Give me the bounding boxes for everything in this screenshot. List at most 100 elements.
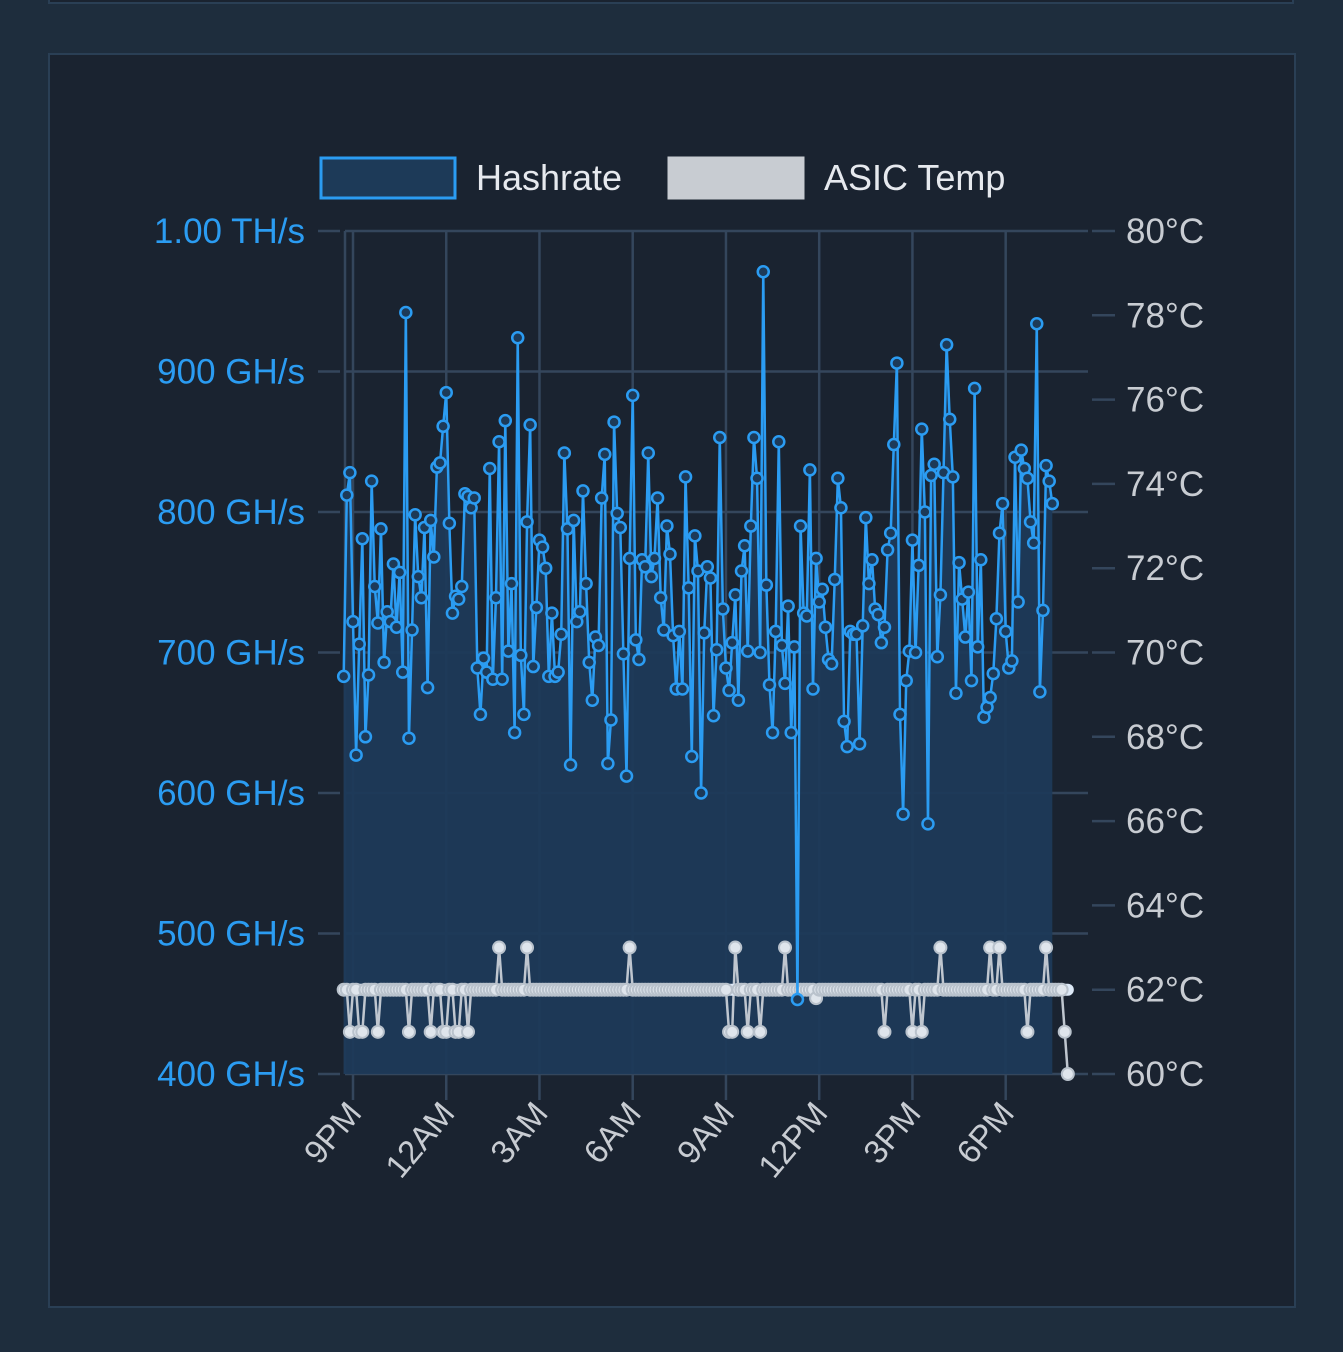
hashrate-point [358, 730, 373, 744]
legend-label: ASIC Temp [824, 157, 1005, 198]
hashrate-point [1030, 316, 1044, 331]
asic-temp-point [1057, 1024, 1072, 1039]
hashrate-point [740, 644, 755, 658]
hashrate-point [883, 526, 898, 540]
y-right-tick-label: 70°C [1126, 634, 1204, 673]
y-left-tick-label: 800 GH/s [157, 493, 305, 532]
hashrate-point [793, 519, 808, 533]
hashrate-point [933, 588, 948, 602]
hashrate-point [992, 526, 1007, 540]
hashrate-point [573, 605, 587, 619]
hashrate-point [601, 756, 615, 771]
hashrate-point [445, 606, 460, 620]
hashrate-point [408, 508, 422, 522]
hashrate-point [545, 606, 559, 620]
y-right-tick-label: 78°C [1126, 296, 1204, 335]
hashrate-point [566, 513, 581, 528]
hashrate-point [834, 501, 848, 515]
hashrate-point [862, 576, 876, 591]
asic-temp-point [728, 940, 743, 955]
hashrate-point [806, 682, 820, 696]
hashrate-point [594, 491, 609, 505]
hashrate-point [653, 590, 668, 605]
hashrate-point [927, 457, 941, 471]
hashrate-point [423, 513, 438, 528]
asic-temp-point [740, 1024, 755, 1039]
y-left-tick-label: 900 GH/s [157, 353, 305, 392]
hashrate-point [563, 758, 578, 772]
hashrate-point [949, 686, 963, 700]
hashrate-point [613, 520, 628, 535]
hashrate-point [346, 614, 360, 629]
hashrate-point [905, 533, 920, 547]
hashrate-point [784, 725, 798, 740]
hashrate-point [989, 612, 1004, 626]
hashrate-point [638, 560, 652, 574]
hashrate-point [1033, 685, 1047, 699]
hashrate-point [349, 748, 363, 762]
hashrate-point [535, 540, 550, 554]
hashrate-point [644, 569, 659, 584]
hashrate-point [887, 437, 901, 452]
hashrate-point [970, 640, 985, 654]
hashrate-point [787, 640, 802, 654]
hashrate-point [728, 588, 743, 602]
hashrate-point [364, 474, 379, 488]
hashrate-point [1014, 443, 1028, 457]
hashrate-point [964, 673, 979, 688]
asic-temp-point [1060, 1067, 1075, 1081]
asic-temp-point [1020, 1024, 1035, 1039]
asic-temp-point [1039, 940, 1054, 955]
hashrate-point [514, 648, 528, 663]
hashrate-point [467, 491, 481, 505]
hashrate-point [974, 553, 988, 567]
hashrate-point [983, 690, 997, 705]
hashrate-point [526, 659, 541, 674]
asic-temp-point [992, 940, 1007, 955]
x-axis: 9PM 12AM 3AM 6AM 9AM 12PM 3PM 6PM [296, 1074, 1021, 1185]
hashrate-point [908, 645, 923, 660]
hashrate-point [389, 620, 404, 634]
hashrate-point [451, 592, 466, 606]
hashrate-point [911, 558, 926, 573]
y-right-tick-label: 64°C [1126, 886, 1204, 925]
y-right-tick-label: 66°C [1126, 802, 1204, 841]
hashrate-point [694, 786, 708, 800]
hashrate-point [995, 496, 1010, 511]
hashrate-point [859, 510, 873, 525]
asic-temp-point [520, 940, 535, 955]
hashrate-point [831, 471, 845, 486]
x-tick-label: 6PM [949, 1095, 1021, 1171]
hashrate-point [731, 693, 746, 708]
y-left-tick-label: 700 GH/s [157, 634, 305, 673]
hashrate-point [402, 731, 416, 745]
legend-label: Hashrate [476, 157, 622, 198]
y-left-tick-label: 1.00 TH/s [154, 212, 305, 251]
hashrate-point [641, 446, 656, 460]
hashrate-point [498, 413, 513, 428]
hashrate-point [582, 655, 596, 670]
asic-temp-point [622, 940, 637, 955]
hashrate-point [660, 519, 674, 533]
hashrate-point [803, 463, 817, 477]
hashrate-point [896, 807, 910, 821]
hashrate-point [890, 356, 904, 370]
hashrate-point [747, 430, 761, 445]
asic-temp-point [1054, 982, 1069, 997]
hashrate-point [697, 626, 711, 640]
hashrate-point [719, 661, 733, 675]
hashrate-point [880, 543, 895, 557]
hashrate-point [893, 707, 907, 722]
hashrate-point [1026, 536, 1041, 550]
asic-temp-point [718, 982, 733, 997]
x-tick-label: 3PM [856, 1095, 928, 1171]
hashrate-series [336, 264, 1060, 1007]
asic-temp-series [336, 940, 1075, 1081]
legend[interactable]: Hashrate ASIC Temp [319, 156, 1005, 200]
hashrate-point [1023, 515, 1038, 529]
hashrate-point [455, 579, 469, 594]
y-right-tick-label: 68°C [1126, 718, 1204, 757]
hashrate-point [778, 676, 792, 691]
hashrate-point [1020, 471, 1035, 486]
hashrate-point [706, 708, 721, 723]
